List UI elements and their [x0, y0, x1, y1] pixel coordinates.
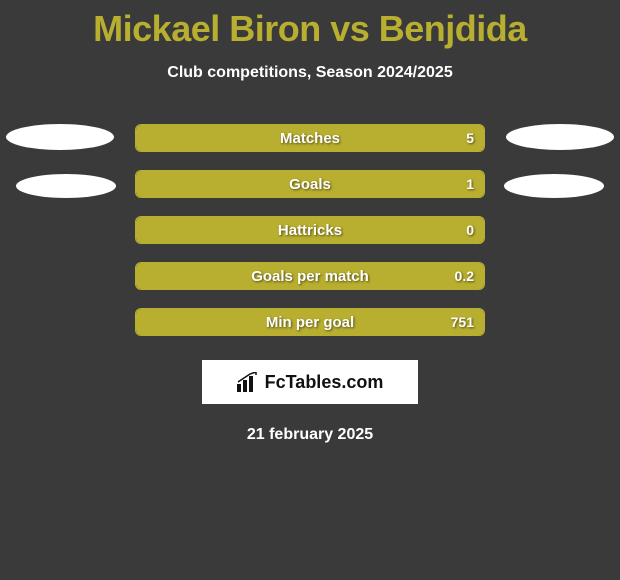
stat-bar-label: Matches	[136, 125, 484, 151]
stat-bar-label: Goals	[136, 171, 484, 197]
stat-bars: Matches 5 Goals 1 Hattricks 0 Goals per …	[135, 124, 485, 336]
player-right-ellipse-1	[506, 124, 614, 150]
stat-bar-value: 0	[466, 217, 474, 243]
date-line: 21 february 2025	[0, 426, 620, 444]
stat-bar-matches: Matches 5	[135, 124, 485, 152]
stat-bar-value: 751	[451, 309, 474, 335]
player-right-ellipse-2	[504, 174, 604, 198]
stat-bar-label: Min per goal	[136, 309, 484, 335]
stat-bar-hattricks: Hattricks 0	[135, 216, 485, 244]
brand-box: FcTables.com	[202, 360, 418, 404]
subtitle: Club competitions, Season 2024/2025	[0, 64, 620, 82]
stat-bar-value: 0.2	[455, 263, 474, 289]
player-left-ellipse-2	[16, 174, 116, 198]
player-left-ellipse-1	[6, 124, 114, 150]
stat-bar-value: 5	[466, 125, 474, 151]
brand-text: FcTables.com	[265, 372, 384, 393]
stat-bar-value: 1	[466, 171, 474, 197]
stat-bar-label: Goals per match	[136, 263, 484, 289]
chart-area: Matches 5 Goals 1 Hattricks 0 Goals per …	[0, 124, 620, 444]
stat-bar-min-per-goal: Min per goal 751	[135, 308, 485, 336]
stat-bar-label: Hattricks	[136, 217, 484, 243]
page-title: Mickael Biron vs Benjdida	[0, 0, 620, 50]
stat-bar-goals: Goals 1	[135, 170, 485, 198]
chart-bar-icon	[237, 372, 259, 392]
stat-bar-goals-per-match: Goals per match 0.2	[135, 262, 485, 290]
